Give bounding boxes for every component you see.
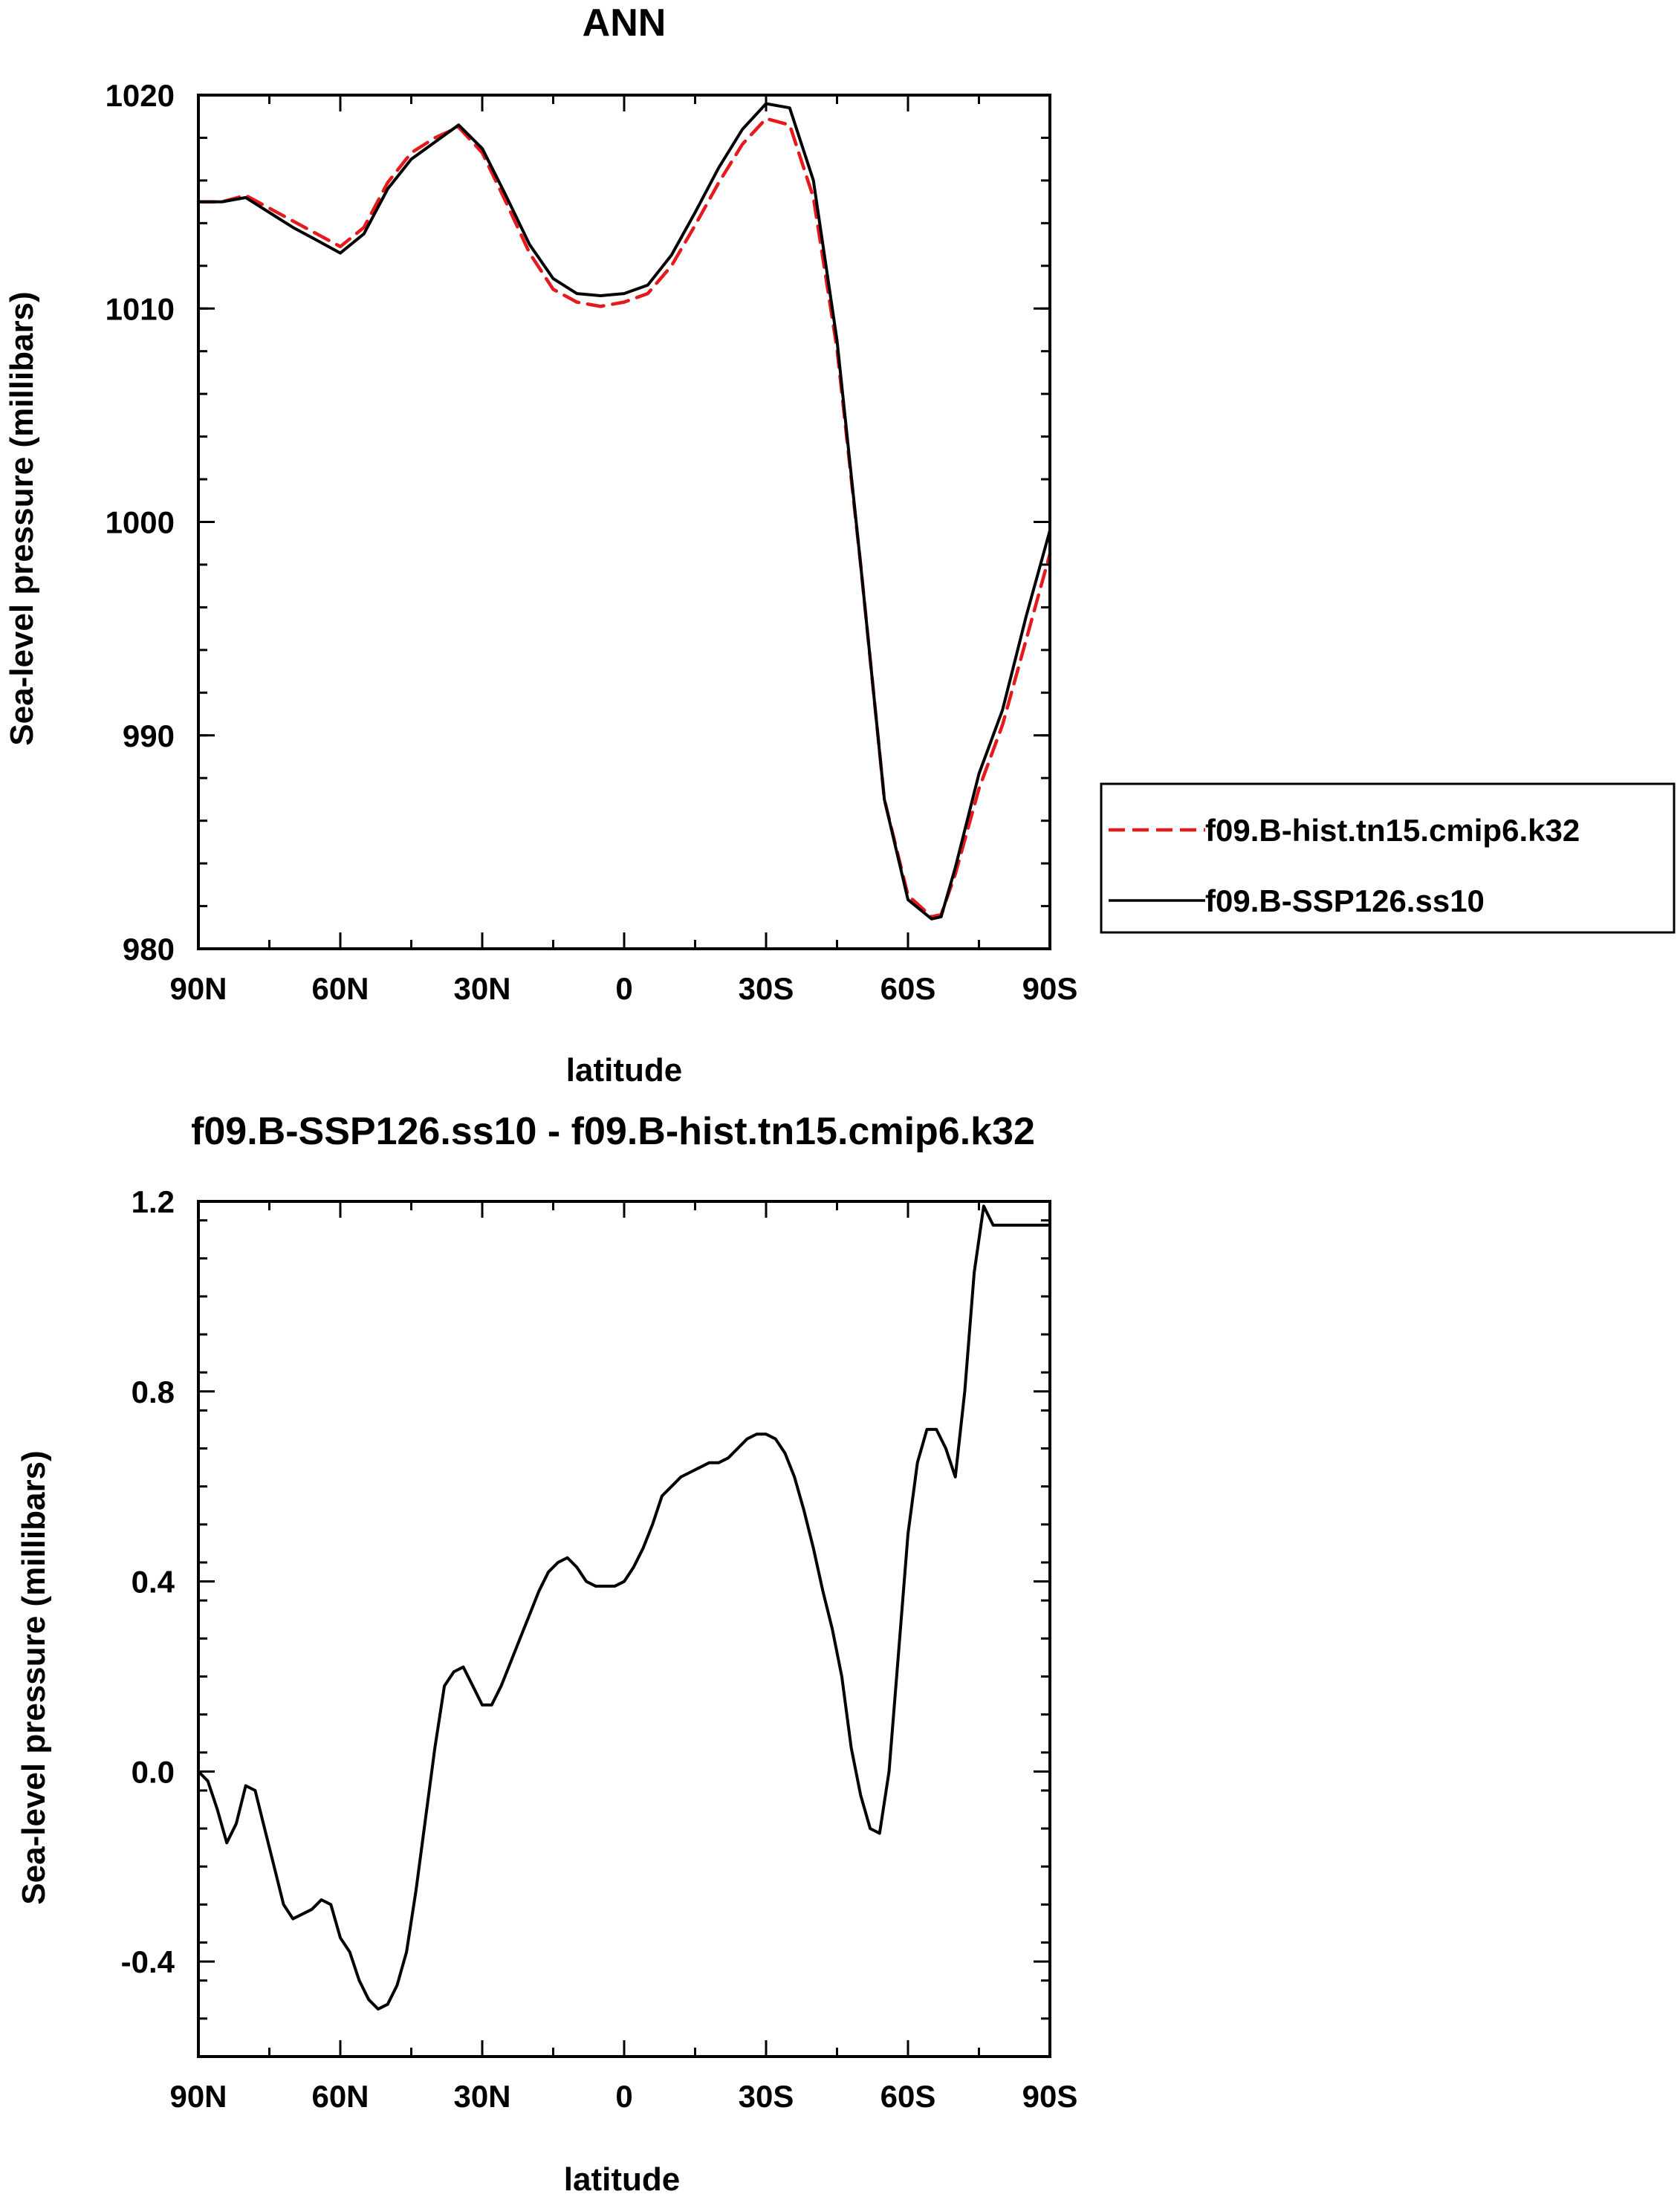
y-tick-label: 0.0: [132, 1754, 175, 1789]
series-line-0: [197, 1204, 1051, 2011]
y-axis-label: Sea-level pressure (millibars): [16, 1450, 52, 1904]
plot-frame: [197, 94, 1051, 950]
y-tick-label: 1000: [106, 505, 175, 540]
x-tick-label: 60S: [880, 2079, 936, 2114]
chart-title: f09.B-SSP126.ss10 - f09.B-hist.tn15.cmip…: [191, 1110, 1035, 1153]
x-tick-label: 0: [615, 2079, 632, 2114]
legend-entry: f09.B-SSP126.ss10: [1205, 883, 1485, 918]
x-tick-label: 60N: [311, 2079, 369, 2114]
x-tick-label: 90S: [1022, 2079, 1078, 2114]
x-tick-label: 60N: [311, 971, 369, 1006]
panel-difference-slp: f09.B-SSP126.ss10 - f09.B-hist.tn15.cmip…: [16, 1110, 1077, 2194]
panel-annual-slp: ANN Sea-level pressure (millibars) latit…: [4, 1, 1676, 1088]
legend-entry: f09.B-hist.tn15.cmip6.k32: [1205, 813, 1580, 848]
x-tick-label: 0: [615, 971, 632, 1006]
tick-labels: 90N 60N 30N 0 30S 60S 90S 980 990 1000 1010 1020: [106, 78, 1078, 1006]
x-tick-label: 90S: [1022, 971, 1078, 1006]
x-tick-label: 30N: [453, 2079, 510, 2114]
series-line-1: [197, 102, 1051, 921]
y-tick-label: 0.4: [132, 1565, 175, 1600]
y-tick-label: -0.4: [121, 1944, 175, 1979]
plot-frame: [197, 1200, 1051, 2058]
axis-ticks: [197, 1200, 1051, 2058]
x-axis-label: latitude: [566, 1052, 682, 1088]
tick-labels: 90N 60N 30N 0 30S 60S 90S -0.4 0.0 0.4 0.8 1.2: [121, 1184, 1078, 2114]
y-axis-label: Sea-level pressure (millibars): [4, 291, 40, 745]
series-line-0: [196, 117, 1052, 919]
axis-ticks: [197, 94, 1051, 950]
chart-title: ANN: [583, 1, 667, 45]
x-tick-label: 90N: [169, 971, 227, 1006]
y-tick-label: 990: [123, 718, 175, 753]
y-tick-label: 1010: [106, 291, 175, 326]
x-tick-label: 90N: [169, 2079, 227, 2114]
series-lines: [196, 102, 1052, 921]
x-tick-label: 60S: [880, 971, 936, 1006]
y-tick-label: 0.8: [132, 1375, 175, 1409]
x-tick-label: 30S: [739, 2079, 794, 2114]
y-tick-label: 1020: [106, 78, 175, 113]
x-tick-label: 30N: [453, 971, 510, 1006]
x-tick-label: 30S: [739, 971, 794, 1006]
legend-box: [1100, 782, 1676, 934]
series-lines: [197, 1204, 1051, 2011]
y-tick-label: 1.2: [132, 1184, 175, 1219]
legend: f09.B-hist.tn15.cmip6.k32 f09.B-SSP126.ss…: [1100, 782, 1676, 934]
y-tick-label: 980: [123, 932, 175, 967]
x-axis-label: latitude: [564, 2161, 680, 2194]
